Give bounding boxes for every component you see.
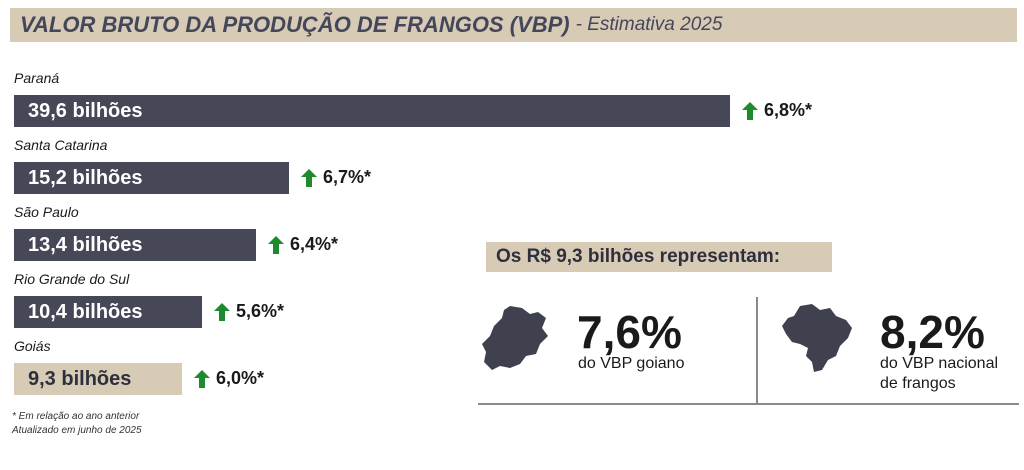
bar-value-label: 39,6 bilhões xyxy=(28,99,143,122)
bar: 15,2 bilhões xyxy=(14,162,289,194)
growth-indicator: 6,7%* xyxy=(301,167,371,188)
growth-indicator: 6,0%* xyxy=(194,368,264,389)
growth-label: 6,7%* xyxy=(323,167,372,187)
pct-nacional: 8,2% xyxy=(880,306,985,358)
bar: 13,4 bilhões xyxy=(14,229,256,261)
growth-indicator: 6,4%* xyxy=(268,234,338,255)
bar: 10,4 bilhões xyxy=(14,296,202,328)
footnote-2: Atualizado em junho de 2025 xyxy=(12,425,142,436)
category-label: São Paulo xyxy=(14,204,79,220)
growth-indicator: 6,8%* xyxy=(742,100,812,121)
arrow-up-icon xyxy=(214,302,230,321)
panel-header: Os R$ 9,3 bilhões representam: xyxy=(486,242,832,272)
arrow-up-icon xyxy=(301,168,317,187)
category-label: Paraná xyxy=(14,70,60,86)
panel-header-text: Os R$ 9,3 bilhões representam: xyxy=(496,246,781,267)
bar-value-label: 15,2 bilhões xyxy=(28,166,143,189)
bar-value-label: 10,4 bilhões xyxy=(28,300,143,323)
arrow-up-icon xyxy=(268,235,284,254)
growth-label: 6,4%* xyxy=(290,234,339,254)
arrow-up-icon xyxy=(194,369,210,388)
panel-divider xyxy=(756,297,758,405)
desc-nacional-2: de frangos xyxy=(880,375,956,392)
brazil-map-icon xyxy=(782,304,852,372)
growth-label: 6,8%* xyxy=(764,100,813,120)
growth-label: 6,0%* xyxy=(216,368,265,388)
pct-goiano: 7,6% xyxy=(577,306,682,358)
chart-subtitle: - Estimativa 2025 xyxy=(575,14,723,35)
growth-indicator: 5,6%* xyxy=(214,301,284,322)
footnote-1: * Em relação ao ano anterior xyxy=(12,411,140,422)
desc-goiano: do VBP goiano xyxy=(578,355,685,372)
chart-title: VALOR BRUTO DA PRODUÇÃO DE FRANGOS (VBP) xyxy=(20,12,570,37)
goias-map-icon xyxy=(482,306,548,370)
panel-bottom-line xyxy=(478,403,1019,405)
category-label: Santa Catarina xyxy=(14,137,108,153)
growth-label: 5,6%* xyxy=(236,301,285,321)
title-bar: VALOR BRUTO DA PRODUÇÃO DE FRANGOS (VBP)… xyxy=(10,8,1017,42)
arrow-up-icon xyxy=(742,101,758,120)
bar-value-label: 13,4 bilhões xyxy=(28,233,143,256)
desc-nacional-1: do VBP nacional xyxy=(880,355,999,372)
bar: 39,6 bilhões xyxy=(14,95,730,127)
category-label: Goiás xyxy=(14,338,51,354)
bar-value-label: 9,3 bilhões xyxy=(28,367,132,390)
category-label: Rio Grande do Sul xyxy=(14,271,130,287)
bar: 9,3 bilhões xyxy=(14,363,182,395)
